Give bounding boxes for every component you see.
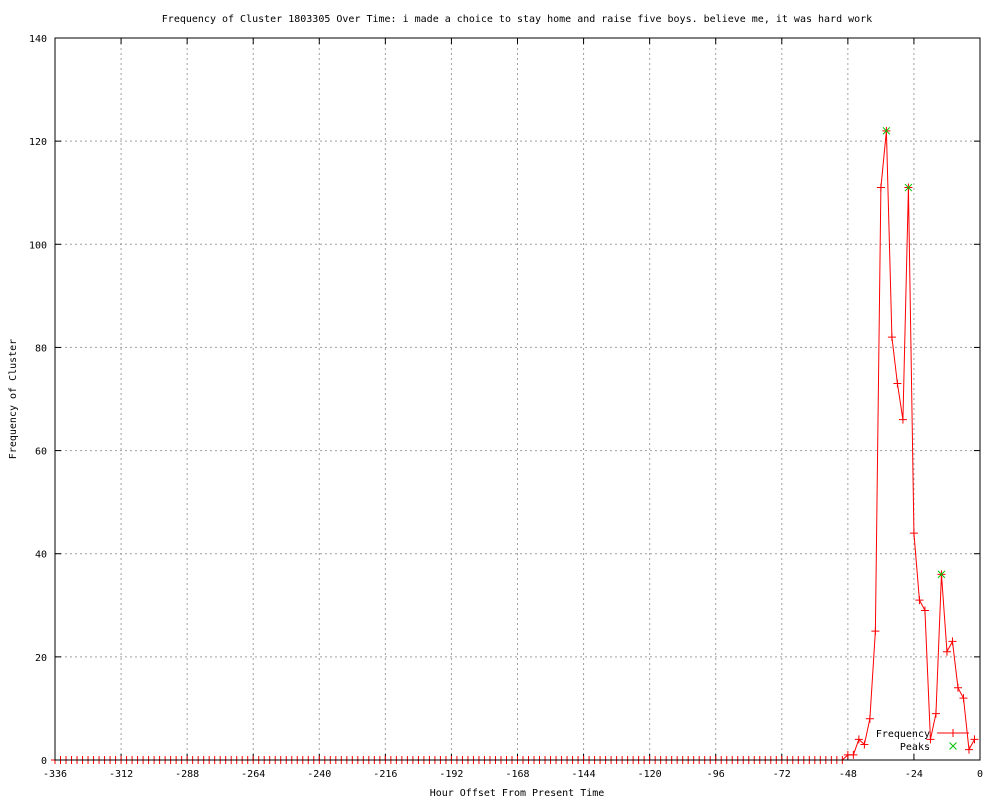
y-tick-label: 100 (29, 240, 47, 251)
y-tick-label: 120 (29, 137, 47, 148)
legend-marker-frequency (949, 729, 957, 737)
legend-marker-peaks (949, 742, 957, 750)
frequency-point (948, 637, 957, 646)
peak-point (904, 183, 913, 192)
frequency-point (887, 333, 896, 342)
x-axis-label: Hour Offset From Present Time (430, 788, 605, 799)
x-tick-label: -48 (839, 769, 857, 780)
peak-point (937, 570, 946, 579)
frequency-point (964, 745, 973, 754)
frequency-point (898, 415, 907, 424)
x-tick-label: -168 (505, 769, 529, 780)
peak-point (882, 126, 891, 135)
frequency-point (871, 627, 880, 636)
legend-label-peaks: Peaks (900, 742, 930, 753)
frequency-line (55, 130, 975, 761)
x-tick-label: -312 (109, 769, 133, 780)
y-tick-label: 80 (35, 343, 47, 354)
plot-border (54, 37, 981, 761)
x-tick-label: -96 (707, 769, 725, 780)
x-tick-label: -240 (307, 769, 331, 780)
x-tick-label: -144 (572, 769, 596, 780)
x-tick-label: -288 (175, 769, 199, 780)
x-tick-label: 0 (977, 769, 983, 780)
frequency-point (953, 683, 962, 692)
legend-label-frequency: Frequency (876, 729, 930, 740)
frequency-point (959, 694, 968, 703)
frequency-point (915, 596, 924, 605)
frequency-point (920, 606, 929, 615)
frequency-point (849, 750, 858, 759)
x-tick-label: -216 (373, 769, 397, 780)
frequency-point (893, 379, 902, 388)
series (51, 126, 979, 764)
y-tick-label: 0 (41, 756, 47, 767)
frequency-point (876, 183, 885, 192)
y-axis-label: Frequency of Cluster (8, 339, 19, 459)
x-tick-label: -120 (638, 769, 662, 780)
axis-ticks: -336 -312 -288 -264 -240 -216 -192 -168 -144 -120… (29, 34, 983, 780)
frequency-point (854, 735, 863, 744)
chart-title: Frequency of Cluster 1803305 Over Time: … (162, 14, 872, 25)
legend: Frequency Peaks (876, 729, 969, 753)
y-tick-label: 140 (29, 34, 47, 45)
frequency-point (926, 735, 935, 744)
grid (55, 38, 980, 760)
frequency-point (942, 647, 951, 656)
y-tick-label: 60 (35, 447, 47, 458)
frequency-point (860, 740, 869, 749)
x-tick-label: -264 (241, 769, 265, 780)
frequency-point (909, 529, 918, 538)
frequency-point (931, 709, 940, 718)
x-tick-label: -336 (43, 769, 67, 780)
x-tick-label: -72 (773, 769, 791, 780)
x-tick-label: -24 (905, 769, 923, 780)
frequency-point (865, 714, 874, 723)
frequency-point (970, 735, 979, 744)
y-tick-label: 20 (35, 653, 47, 664)
y-tick-label: 40 (35, 550, 47, 561)
x-tick-label: -192 (439, 769, 463, 780)
